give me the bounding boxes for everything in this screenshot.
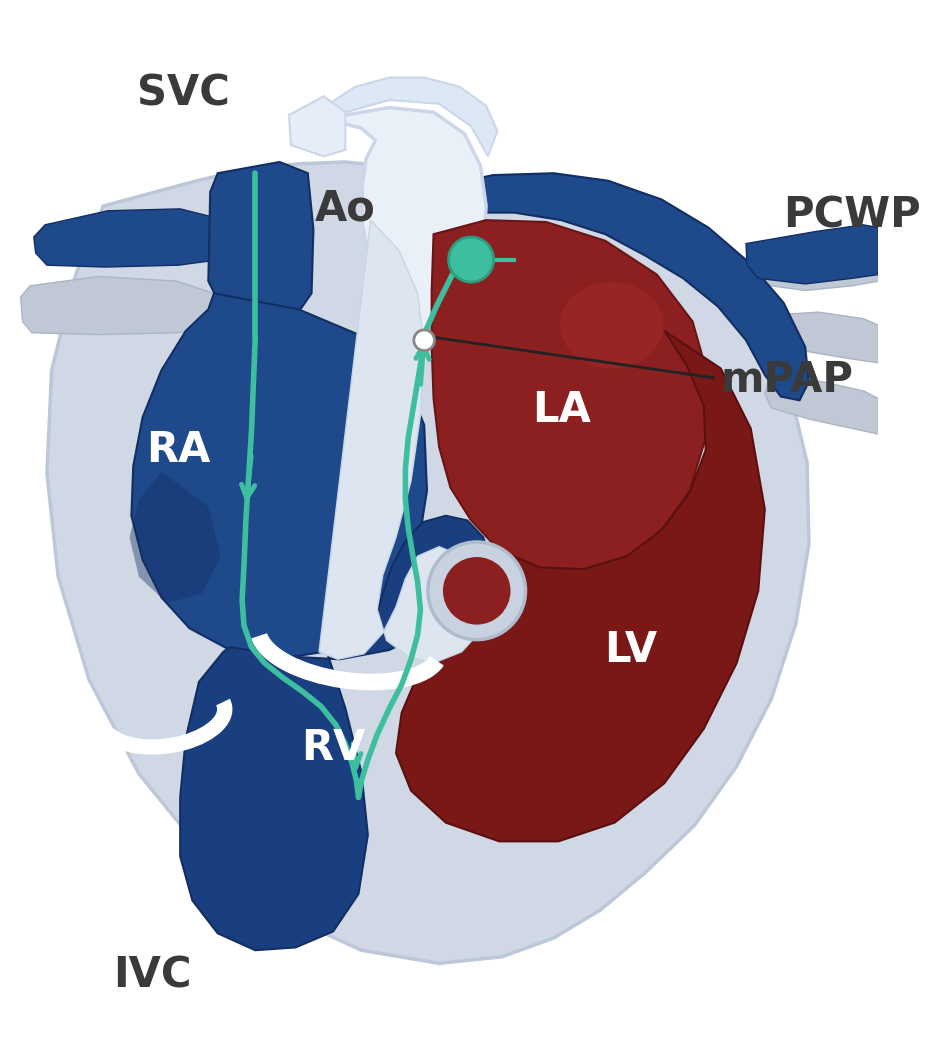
Circle shape	[428, 542, 525, 640]
Polygon shape	[433, 173, 809, 401]
Text: PCWP: PCWP	[783, 194, 921, 236]
Polygon shape	[319, 220, 483, 663]
Polygon shape	[396, 331, 765, 841]
Text: Ao: Ao	[314, 188, 375, 230]
Polygon shape	[327, 78, 497, 156]
Polygon shape	[310, 108, 486, 331]
Text: LV: LV	[604, 629, 657, 671]
Text: RV: RV	[301, 726, 365, 768]
Ellipse shape	[561, 282, 664, 369]
Polygon shape	[749, 239, 878, 291]
Polygon shape	[765, 377, 878, 434]
Polygon shape	[47, 162, 809, 963]
Polygon shape	[431, 220, 709, 569]
Text: LA: LA	[532, 389, 591, 431]
Text: RA: RA	[146, 429, 211, 471]
Circle shape	[414, 330, 434, 351]
Text: mPAP: mPAP	[721, 358, 854, 401]
Circle shape	[448, 237, 493, 282]
Polygon shape	[21, 276, 216, 334]
Polygon shape	[289, 96, 345, 156]
Text: SVC: SVC	[137, 73, 229, 115]
Polygon shape	[758, 312, 878, 363]
Polygon shape	[209, 162, 314, 318]
Polygon shape	[34, 209, 221, 267]
Circle shape	[443, 557, 510, 625]
Polygon shape	[746, 225, 878, 284]
Polygon shape	[131, 293, 427, 660]
Polygon shape	[129, 471, 221, 603]
Polygon shape	[180, 515, 490, 951]
Text: IVC: IVC	[112, 955, 191, 997]
